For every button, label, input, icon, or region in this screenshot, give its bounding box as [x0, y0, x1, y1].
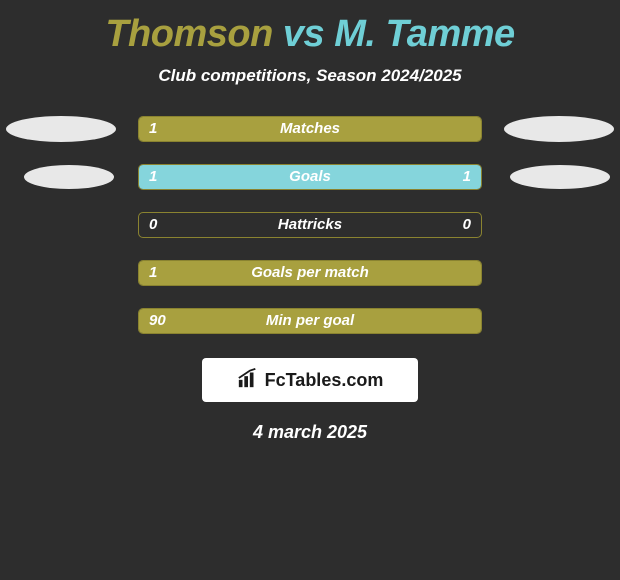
stat-label: Min per goal: [139, 309, 481, 333]
stat-right-value: 1: [463, 165, 471, 189]
ellipse-left: [24, 165, 114, 189]
bar: 1 Goals per match: [138, 260, 482, 286]
stat-row-hattricks: 0 Hattricks 0: [0, 212, 620, 238]
stat-row-matches: 1 Matches: [0, 116, 620, 142]
logo-text: FcTables.com: [265, 370, 384, 391]
stats-rows: 1 Matches 1 Goals 1 0 Hattricks 0: [0, 116, 620, 334]
stat-row-goals-per-match: 1 Goals per match: [0, 260, 620, 286]
bar: 0 Hattricks 0: [138, 212, 482, 238]
stat-row-goals: 1 Goals 1: [0, 164, 620, 190]
bar: 90 Min per goal: [138, 308, 482, 334]
stat-label: Goals per match: [139, 261, 481, 285]
logo-box: FcTables.com: [202, 358, 418, 402]
vs-separator: vs: [283, 13, 324, 55]
comparison-infographic: Thomson vs M. Tamme Club competitions, S…: [0, 0, 620, 443]
stat-label: Hattricks: [139, 213, 481, 237]
ellipse-right: [504, 116, 614, 142]
stat-row-min-per-goal: 90 Min per goal: [0, 308, 620, 334]
date: 4 march 2025: [0, 422, 620, 443]
player1-name: Thomson: [105, 13, 272, 55]
bar: 1 Matches: [138, 116, 482, 142]
title: Thomson vs M. Tamme: [0, 13, 620, 56]
stat-label: Goals: [139, 165, 481, 189]
ellipse-right: [510, 165, 610, 189]
subtitle: Club competitions, Season 2024/2025: [0, 66, 620, 86]
bar: 1 Goals 1: [138, 164, 482, 190]
ellipse-left: [6, 116, 116, 142]
player2-name: M. Tamme: [334, 13, 514, 55]
stat-label: Matches: [139, 117, 481, 141]
bar-chart-icon: [237, 367, 259, 394]
stat-right-value: 0: [463, 213, 471, 237]
